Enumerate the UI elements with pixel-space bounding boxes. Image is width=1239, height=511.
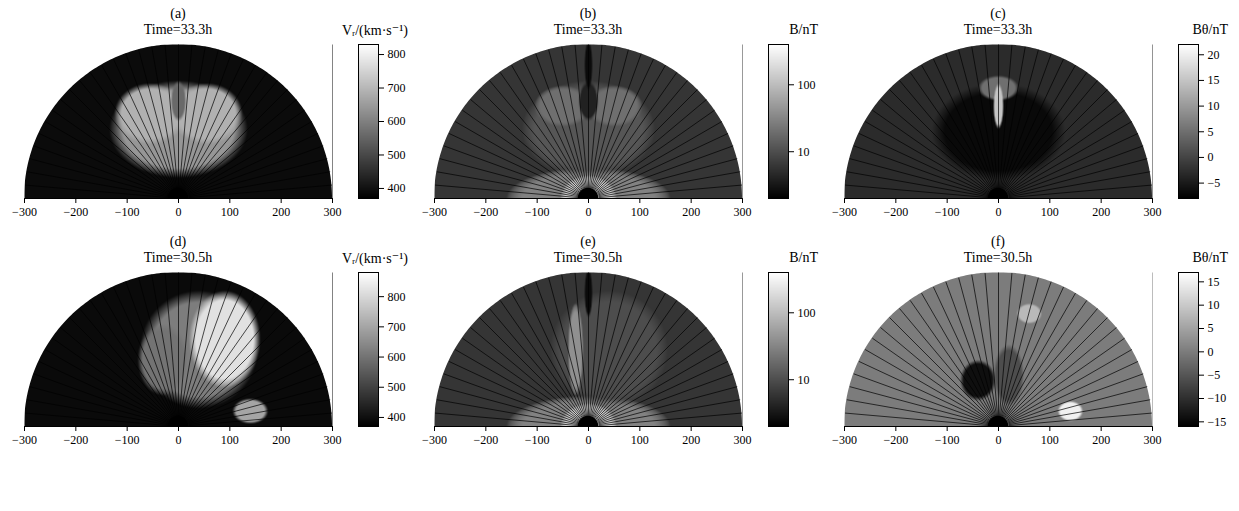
html-text:Vᵣ/(km·s⁻¹): Vᵣ/(km·s⁻¹) [341,251,408,266]
svg-text:200: 200 [682,433,700,447]
svg-text:−300: −300 [12,433,37,447]
svg-text:0: 0 [1208,150,1214,164]
svg-text:200: 200 [272,433,290,447]
svg-text:100: 100 [798,78,816,92]
svg-text:300: 300 [1144,205,1162,219]
svg-text:0: 0 [586,433,592,447]
svg-text:−100: −100 [525,433,550,447]
svg-text:−300: −300 [422,205,447,219]
svg-text:0: 0 [176,205,182,219]
svg-text:−5: −5 [1208,368,1221,382]
svg-text:−300: −300 [12,205,37,219]
svg-text:200: 200 [1092,433,1110,447]
svg-text:−200: −200 [473,205,498,219]
svg-text:800: 800 [388,289,406,303]
svg-text:10: 10 [798,145,810,159]
svg-text:200: 200 [682,205,700,219]
svg-text:10: 10 [1208,99,1220,113]
svg-text:300: 300 [324,205,342,219]
svg-text:−300: −300 [832,205,857,219]
svg-text:100: 100 [798,306,816,320]
svg-text:−5: −5 [1208,176,1221,190]
svg-text:−200: −200 [883,205,908,219]
html-text:Bθ/nT: Bθ/nT [1192,250,1228,265]
svg-text:−300: −300 [832,433,857,447]
svg-text:−200: −200 [63,433,88,447]
html-text:(c): (c) [990,6,1006,21]
svg-text:200: 200 [272,205,290,219]
svg-text:15: 15 [1208,275,1220,289]
svg-text:0: 0 [176,433,182,447]
svg-text:300: 300 [1144,433,1162,447]
svg-text:300: 300 [734,205,752,219]
html-text:(a): (a) [170,6,186,21]
svg-text:800: 800 [388,47,406,61]
svg-text:0: 0 [996,205,1002,219]
svg-text:100: 100 [631,205,649,219]
svg-text:−200: −200 [473,433,498,447]
svg-text:0: 0 [1208,345,1214,359]
html-text:Time=33.3h: Time=33.3h [963,22,1033,37]
svg-text:600: 600 [388,350,406,364]
svg-text:−10: −10 [1208,391,1227,405]
svg-text:100: 100 [221,433,239,447]
svg-text:600: 600 [388,114,406,128]
svg-text:500: 500 [388,148,406,162]
html-text:Time=30.5h: Time=30.5h [553,250,623,265]
svg-text:−200: −200 [883,433,908,447]
svg-text:400: 400 [388,181,406,195]
html-text:Time=30.5h: Time=30.5h [143,250,213,265]
svg-text:−200: −200 [63,205,88,219]
html-text:Time=30.5h: Time=30.5h [963,250,1033,265]
svg-text:100: 100 [1041,433,1059,447]
svg-text:−100: −100 [115,205,140,219]
svg-text:5: 5 [1208,125,1214,139]
html-text:Time=33.3h: Time=33.3h [553,22,623,37]
svg-text:300: 300 [324,433,342,447]
svg-text:−100: −100 [115,433,140,447]
svg-text:700: 700 [388,81,406,95]
svg-text:−100: −100 [525,205,550,219]
svg-text:10: 10 [1208,298,1220,312]
html-text:B/nT: B/nT [789,22,818,37]
html-text:(e): (e) [580,234,596,249]
svg-text:100: 100 [221,205,239,219]
svg-text:200: 200 [1092,205,1110,219]
svg-text:700: 700 [388,320,406,334]
svg-text:400: 400 [388,410,406,424]
svg-text:10: 10 [798,373,810,387]
svg-text:300: 300 [734,433,752,447]
html-text:(b): (b) [579,6,597,21]
svg-text:0: 0 [586,205,592,219]
svg-text:500: 500 [388,380,406,394]
svg-text:−300: −300 [422,433,447,447]
html-text:(d): (d) [169,234,187,249]
html-text:Bθ/nT: Bθ/nT [1192,22,1228,37]
svg-text:100: 100 [631,433,649,447]
svg-text:0: 0 [996,433,1002,447]
html-text:Vᵣ/(km·s⁻¹): Vᵣ/(km·s⁻¹) [341,23,408,38]
html-text:Time=33.3h: Time=33.3h [143,22,213,37]
svg-text:20: 20 [1208,48,1220,62]
svg-text:100: 100 [1041,205,1059,219]
svg-text:−100: −100 [935,205,960,219]
svg-text:−15: −15 [1208,415,1227,429]
svg-text:15: 15 [1208,73,1220,87]
svg-text:−100: −100 [935,433,960,447]
svg-text:5: 5 [1208,321,1214,335]
html-text:B/nT: B/nT [789,250,818,265]
html-text:(f): (f) [991,234,1005,249]
